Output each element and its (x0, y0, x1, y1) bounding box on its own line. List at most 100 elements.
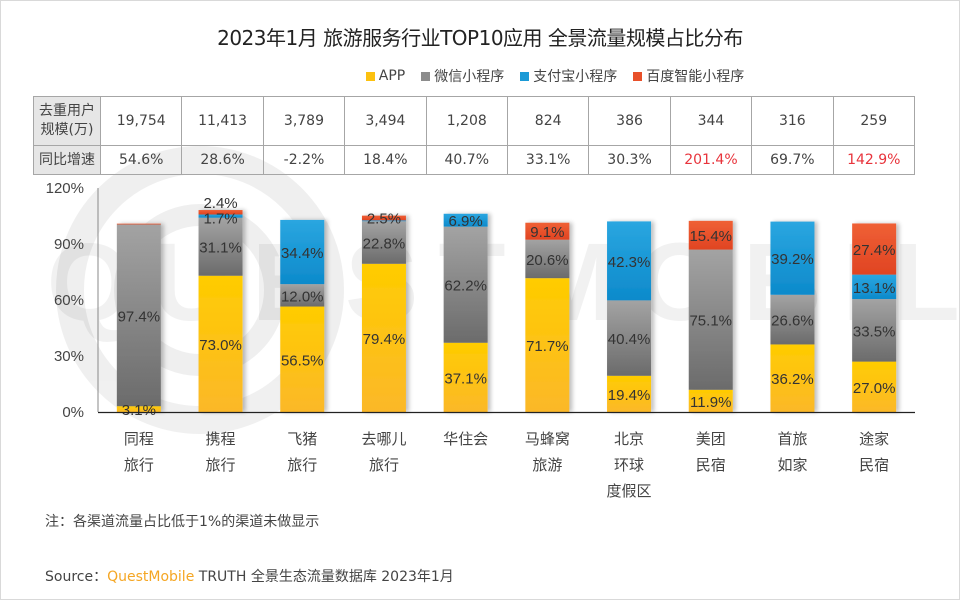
bar-segment (688, 389, 733, 412)
legend-item-app: APP (365, 66, 406, 86)
x-category-label: 旅行 (206, 456, 236, 474)
bar-segment (525, 278, 570, 412)
bar-segment (852, 274, 897, 300)
growth-cell: 142.9% (832, 145, 916, 175)
x-category-label: 旅行 (124, 456, 154, 474)
legend-label: APP (378, 68, 406, 84)
x-category-label: 旅行 (369, 456, 399, 474)
growth-cell: 30.3% (588, 145, 671, 175)
bar-data-label: 20.6% (526, 252, 569, 269)
bar-segment (116, 223, 161, 225)
x-category-label: 马蜂窝 (525, 430, 570, 448)
legend-swatch-baidu (633, 71, 643, 81)
bar-stack (770, 221, 815, 412)
growth-row-header: 同比增速 (33, 145, 101, 175)
bar-segment (443, 226, 488, 343)
legend: APP 微信小程序 支付宝小程序 百度智能小程序 (0, 66, 960, 86)
footnote: 注：各渠道流量占比低于1%的渠道未做显示 (45, 514, 320, 530)
growth-cell: 40.7% (425, 145, 508, 175)
bar-stack (361, 215, 406, 412)
bar-segment (198, 217, 243, 276)
bar-segment (770, 294, 815, 345)
bar-data-label: 62.2% (444, 278, 487, 295)
bar-data-label: 9.1% (530, 224, 564, 241)
users-row-header-line: 去重用户 (39, 103, 95, 119)
x-category-label: 华住会 (443, 430, 488, 448)
bar-stack (852, 223, 897, 412)
bar-stack (116, 223, 161, 412)
bar-data-label: 15.4% (689, 228, 732, 245)
source-prefix: Source： (45, 569, 108, 585)
x-category-label: 民宿 (859, 456, 889, 474)
growth-cell: 28.6% (181, 145, 264, 175)
x-category-label: 如家 (777, 456, 807, 474)
bars (116, 210, 897, 412)
bar-data-label: 2.5% (367, 211, 401, 228)
legend-item-baidu: 百度智能小程序 (633, 66, 744, 86)
bar-stack (443, 213, 488, 412)
bar-segment (688, 249, 733, 390)
growth-cell: 54.6% (99, 145, 183, 175)
growth-cell: 18.4% (344, 145, 427, 175)
bar-data-label: 37.1% (444, 370, 487, 387)
users-cell: 1,208 (425, 96, 508, 146)
bar-segment (852, 361, 897, 412)
bar-data-label: 12.0% (281, 288, 324, 305)
bar-data-label: 71.7% (526, 338, 569, 355)
bar-data-label: 36.2% (771, 371, 814, 388)
bar-segment (280, 219, 325, 285)
x-category-label: 民宿 (696, 456, 726, 474)
source-text: TRUTH 全景生态流量数据库 2023年1月 (198, 569, 454, 585)
y-tick-label: 120% (46, 180, 84, 197)
legend-label: 百度智能小程序 (646, 69, 745, 85)
y-tick-label: 30% (54, 348, 84, 365)
legend-item-alipay: 支付宝小程序 (520, 66, 617, 86)
growth-cell: 69.7% (751, 145, 834, 175)
x-category-label: 环球 (614, 456, 644, 474)
legend-swatch-alipay (520, 71, 530, 81)
x-category-label: 北京 (614, 430, 644, 448)
bar-data-label: 40.4% (608, 331, 651, 348)
bar-data-label: 3.1% (122, 402, 156, 419)
users-cell: 3,789 (262, 96, 346, 146)
legend-swatch-wechat (421, 71, 431, 81)
bar-stack (607, 221, 652, 412)
bar-segment (770, 221, 815, 295)
x-category-label: 旅行 (287, 456, 317, 474)
bar-data-label: 31.1% (199, 240, 242, 257)
bar-data-label: 79.4% (363, 331, 406, 348)
bar-segment (443, 213, 488, 227)
x-category-label: 首旅 (777, 430, 807, 448)
stats-table: 去重用户 规模(万) 19,754 11,413 3,789 3,494 1,2… (33, 96, 916, 175)
users-row-header-line: 规模(万) (40, 122, 94, 138)
growth-row: 同比增速 54.6% 28.6% -2.2% 18.4% 40.7% 33.1%… (33, 145, 916, 175)
users-cell: 316 (751, 96, 834, 146)
bar-data-label: 73.0% (199, 337, 242, 354)
bar-data-label: 39.2% (771, 251, 814, 268)
y-tick-label: 0% (62, 404, 84, 421)
bar-segment (116, 406, 161, 412)
users-cell: 11,413 (181, 96, 264, 146)
chart-title: 2023年1月 旅游服务行业TOP10应用 全景流量规模占比分布 (217, 26, 743, 50)
bar-data-label: 11.9% (690, 394, 731, 411)
users-cell: 386 (588, 96, 671, 146)
bar-labels: 3.1% 97.4% 73.0% 31.1% 1.7%2.4% 56.5% 12.0% 34.… (118, 195, 896, 419)
y-axis: 0% 30% 60% 90% 120% (46, 180, 99, 421)
bar-data-label: 13.1% (853, 280, 896, 297)
x-category-label: 飞猪 (287, 430, 317, 448)
bar-segment (525, 239, 570, 279)
bar-segment (198, 210, 243, 215)
bar-segment (280, 284, 325, 307)
x-category-label: 旅游 (532, 456, 562, 474)
y-tick-label: 90% (54, 236, 84, 253)
x-category-label: 携程 (206, 430, 236, 448)
users-cell: 19,754 (99, 96, 183, 146)
bar-segment (198, 214, 243, 218)
bar-stack (688, 220, 733, 412)
bar-data-label: 26.6% (771, 313, 814, 330)
bar-segment (280, 306, 325, 412)
bar-data-label: 34.4% (281, 245, 324, 262)
bar-data-label: 97.4% (118, 308, 161, 325)
